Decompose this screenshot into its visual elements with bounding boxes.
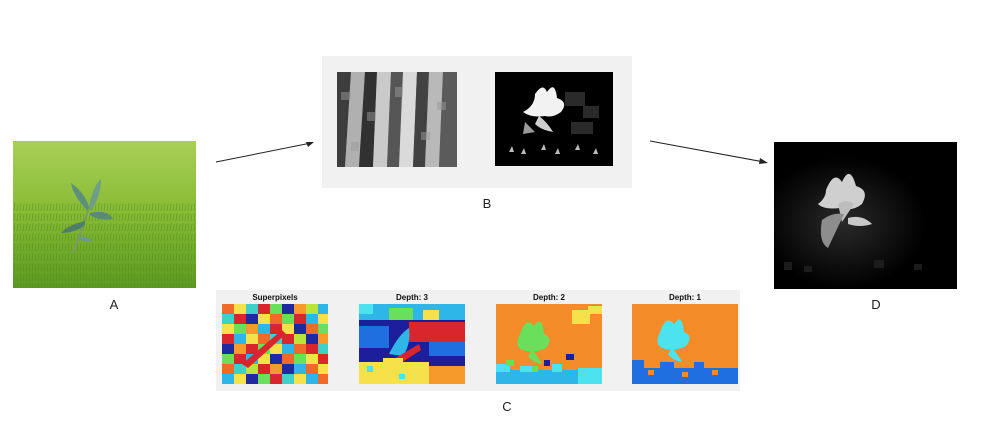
output-saliency-image — [774, 142, 957, 289]
panel-c: Superpixels — [216, 290, 740, 391]
panel-c-title-depth-2: Depth: 2 — [533, 293, 565, 302]
depth-3-image — [359, 304, 465, 384]
superpixel-gray-image — [337, 72, 457, 167]
arrow-a-to-b — [215, 142, 314, 163]
arrow-b-to-d — [649, 140, 768, 164]
label-c: C — [502, 399, 512, 414]
superpixels-image — [222, 304, 328, 384]
label-d: D — [871, 297, 881, 312]
label-b: B — [482, 196, 492, 211]
panel-c-title-depth-1: Depth: 1 — [669, 293, 701, 302]
label-a: A — [109, 297, 119, 312]
saliency-map-image — [495, 72, 613, 166]
panel-b — [322, 56, 632, 188]
depth-1-image — [632, 304, 738, 384]
input-photo — [13, 141, 196, 288]
panel-c-title-superpixels: Superpixels — [252, 293, 298, 302]
depth-2-image — [496, 304, 602, 384]
panel-c-title-depth-3: Depth: 3 — [396, 293, 428, 302]
